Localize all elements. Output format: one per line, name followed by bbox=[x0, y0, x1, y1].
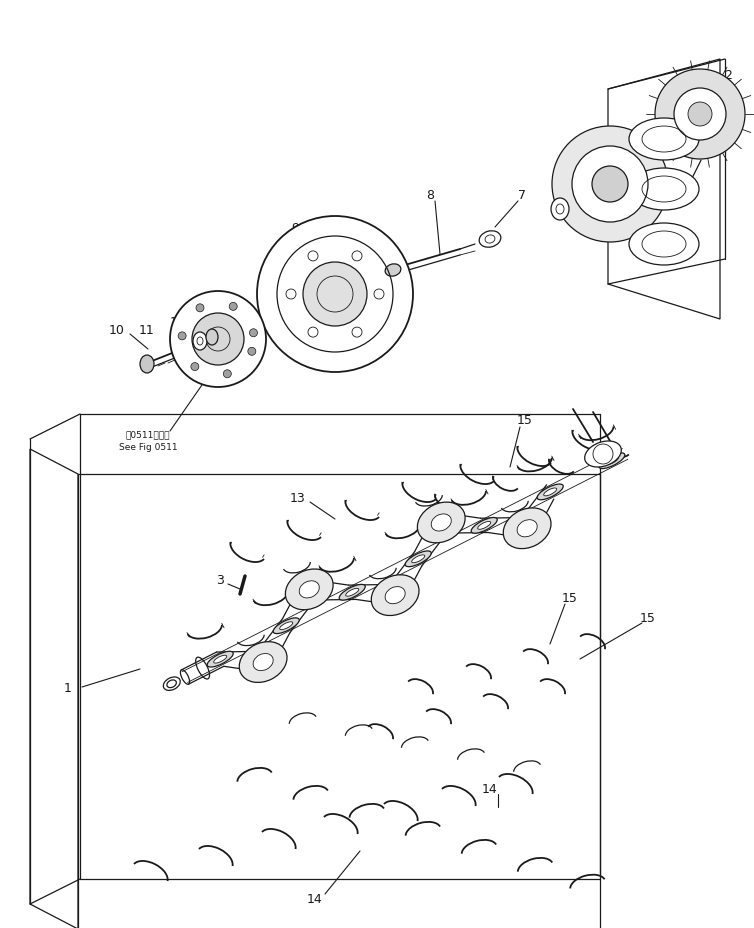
Ellipse shape bbox=[431, 514, 452, 532]
Circle shape bbox=[688, 103, 712, 127]
Ellipse shape bbox=[584, 442, 621, 468]
Ellipse shape bbox=[167, 680, 176, 688]
Text: 7: 7 bbox=[518, 188, 526, 201]
Ellipse shape bbox=[418, 503, 465, 543]
Circle shape bbox=[572, 147, 648, 223]
Ellipse shape bbox=[180, 670, 189, 685]
Circle shape bbox=[250, 329, 257, 338]
Text: 13: 13 bbox=[290, 491, 306, 504]
Circle shape bbox=[223, 370, 231, 379]
Ellipse shape bbox=[140, 355, 154, 374]
Ellipse shape bbox=[629, 169, 699, 211]
Polygon shape bbox=[608, 60, 720, 319]
Circle shape bbox=[229, 303, 238, 311]
Text: 12: 12 bbox=[170, 316, 186, 329]
Circle shape bbox=[170, 291, 266, 388]
Ellipse shape bbox=[537, 484, 563, 500]
Circle shape bbox=[655, 70, 745, 160]
Circle shape bbox=[257, 217, 413, 373]
Text: See Fig 0511: See Fig 0511 bbox=[118, 443, 177, 452]
Ellipse shape bbox=[629, 224, 699, 265]
Ellipse shape bbox=[371, 575, 419, 616]
Ellipse shape bbox=[207, 651, 233, 667]
Circle shape bbox=[192, 314, 244, 366]
Circle shape bbox=[191, 363, 199, 371]
Ellipse shape bbox=[285, 570, 333, 610]
Text: 15: 15 bbox=[640, 611, 656, 624]
Ellipse shape bbox=[339, 585, 365, 600]
Ellipse shape bbox=[551, 199, 569, 221]
Ellipse shape bbox=[164, 677, 180, 690]
Circle shape bbox=[674, 89, 726, 141]
Ellipse shape bbox=[471, 518, 497, 534]
Ellipse shape bbox=[239, 642, 287, 683]
Ellipse shape bbox=[480, 231, 501, 248]
Ellipse shape bbox=[503, 509, 551, 549]
Text: 9: 9 bbox=[291, 221, 299, 234]
Text: 15: 15 bbox=[517, 413, 533, 426]
Circle shape bbox=[592, 167, 628, 203]
Text: 6: 6 bbox=[561, 161, 569, 174]
Text: 8: 8 bbox=[426, 188, 434, 201]
Ellipse shape bbox=[599, 454, 625, 469]
Text: 10: 10 bbox=[109, 323, 125, 336]
Text: 5: 5 bbox=[608, 125, 616, 138]
Ellipse shape bbox=[385, 264, 401, 277]
Ellipse shape bbox=[253, 654, 273, 671]
Ellipse shape bbox=[517, 520, 537, 537]
Circle shape bbox=[552, 127, 668, 243]
Text: 2: 2 bbox=[724, 69, 732, 82]
Ellipse shape bbox=[273, 618, 299, 634]
Circle shape bbox=[178, 332, 186, 341]
Ellipse shape bbox=[213, 655, 227, 664]
Ellipse shape bbox=[405, 551, 431, 567]
Ellipse shape bbox=[629, 119, 699, 161]
Text: 1: 1 bbox=[64, 681, 72, 694]
Circle shape bbox=[196, 304, 204, 313]
Ellipse shape bbox=[345, 588, 359, 597]
Ellipse shape bbox=[206, 329, 218, 345]
Ellipse shape bbox=[299, 581, 319, 599]
Text: 3: 3 bbox=[216, 573, 224, 586]
Ellipse shape bbox=[193, 332, 207, 351]
Ellipse shape bbox=[196, 657, 210, 679]
Circle shape bbox=[303, 263, 367, 327]
Text: 11: 11 bbox=[139, 323, 155, 336]
Text: 15: 15 bbox=[562, 591, 578, 604]
Text: 図0511图参照: 図0511图参照 bbox=[126, 430, 170, 439]
Polygon shape bbox=[78, 474, 600, 928]
Circle shape bbox=[248, 348, 256, 356]
Ellipse shape bbox=[544, 488, 556, 496]
Polygon shape bbox=[30, 449, 78, 928]
Ellipse shape bbox=[280, 622, 293, 630]
Ellipse shape bbox=[605, 458, 618, 465]
Ellipse shape bbox=[412, 555, 425, 563]
Text: 4: 4 bbox=[664, 106, 672, 119]
Ellipse shape bbox=[385, 586, 405, 604]
Text: 14: 14 bbox=[482, 782, 498, 795]
Ellipse shape bbox=[478, 522, 491, 530]
Text: 14: 14 bbox=[307, 893, 323, 906]
